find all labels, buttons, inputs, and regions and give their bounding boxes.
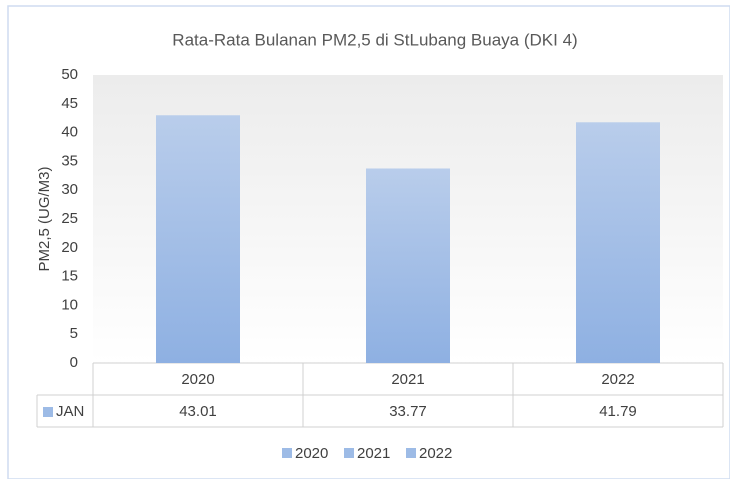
legend-key <box>282 448 292 458</box>
data-table <box>36 362 724 428</box>
legend-label: 2021 <box>357 445 390 462</box>
y-tick-label: 50 <box>61 66 78 83</box>
y-tick-label: 15 <box>61 268 78 285</box>
table-category: 2022 <box>601 371 634 388</box>
table-category: 2021 <box>391 371 424 388</box>
table-value: 33.77 <box>389 403 427 420</box>
y-tick-label: 5 <box>70 325 78 342</box>
y-tick-label: 30 <box>61 181 78 198</box>
y-tick-label: 45 <box>61 95 78 112</box>
y-tick-label: 0 <box>70 354 78 371</box>
table-series-name: JAN <box>56 403 84 420</box>
y-tick-label: 10 <box>61 296 78 313</box>
y-tick-label: 25 <box>61 210 78 227</box>
legend-label: 2022 <box>419 445 452 462</box>
legend-label: 2020 <box>295 445 328 462</box>
bar <box>366 168 450 363</box>
table-value: 43.01 <box>179 403 217 420</box>
y-tick-label: 20 <box>61 239 78 256</box>
y-axis-label: PM2,5 (UG/M3) <box>36 166 53 271</box>
table-category: 2020 <box>181 371 214 388</box>
bar <box>576 122 660 363</box>
bar <box>156 115 240 364</box>
legend-key <box>344 448 354 458</box>
table-legend-key <box>43 407 53 417</box>
chart-title: Rata-Rata Bulanan PM2,5 di StLubang Buay… <box>172 30 577 49</box>
legend-key <box>406 448 416 458</box>
y-tick-label: 35 <box>61 152 78 169</box>
table-value: 41.79 <box>599 403 637 420</box>
y-tick-label: 40 <box>61 124 78 141</box>
